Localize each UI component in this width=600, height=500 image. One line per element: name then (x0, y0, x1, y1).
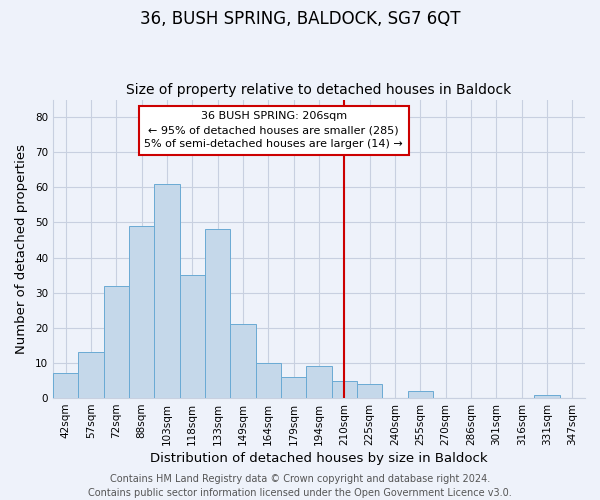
Bar (407, 391, 433, 398)
Bar (205, 230, 230, 398)
Bar (230, 324, 256, 398)
Bar (104, 286, 129, 398)
Bar (154, 184, 179, 398)
Bar (179, 275, 205, 398)
Bar (332, 380, 357, 398)
Bar (53, 374, 78, 398)
Bar (357, 384, 382, 398)
Text: 36 BUSH SPRING: 206sqm
← 95% of detached houses are smaller (285)
5% of semi-det: 36 BUSH SPRING: 206sqm ← 95% of detached… (145, 112, 403, 150)
Bar (281, 377, 306, 398)
Title: Size of property relative to detached houses in Baldock: Size of property relative to detached ho… (127, 83, 512, 97)
X-axis label: Distribution of detached houses by size in Baldock: Distribution of detached houses by size … (150, 452, 488, 465)
Bar (306, 366, 332, 398)
Bar (535, 394, 560, 398)
Bar (256, 363, 281, 398)
Text: Contains HM Land Registry data © Crown copyright and database right 2024.
Contai: Contains HM Land Registry data © Crown c… (88, 474, 512, 498)
Text: 36, BUSH SPRING, BALDOCK, SG7 6QT: 36, BUSH SPRING, BALDOCK, SG7 6QT (140, 10, 460, 28)
Bar (129, 226, 154, 398)
Bar (78, 352, 104, 398)
Y-axis label: Number of detached properties: Number of detached properties (15, 144, 28, 354)
